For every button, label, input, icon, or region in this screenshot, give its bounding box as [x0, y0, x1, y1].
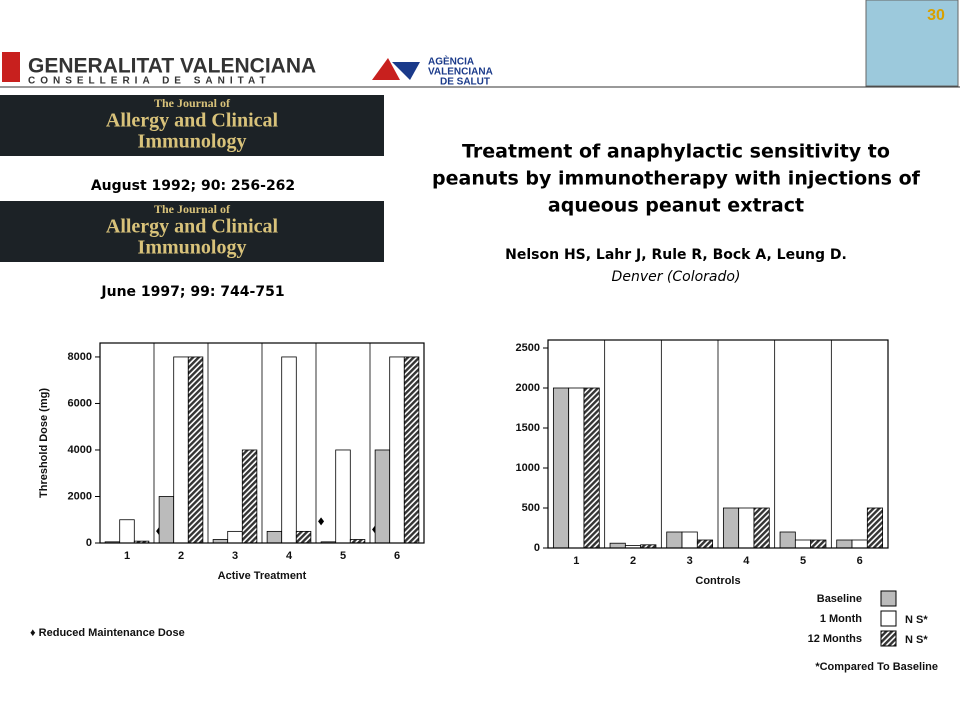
bar	[403, 356, 420, 544]
x-tick-label: 1	[124, 550, 130, 562]
bar	[173, 356, 189, 544]
journal-banner	[0, 95, 384, 156]
plot-frame	[99, 342, 425, 544]
bar	[158, 496, 175, 544]
y-tick-label: 8000	[68, 351, 92, 363]
bar	[609, 542, 626, 549]
legend-label: 1 Month	[820, 613, 862, 625]
logo-text: AGÈNCIA	[428, 55, 474, 68]
y-tick-label: 0	[86, 537, 92, 549]
bar	[794, 539, 812, 549]
article-title: Treatment of anaphylactic sensitivity to	[462, 141, 890, 163]
y-tick-label: 4000	[68, 444, 92, 456]
x-tick-label: 1	[573, 555, 579, 567]
bar	[583, 387, 600, 549]
x-tick-label: 3	[232, 550, 238, 562]
y-axis-label: Threshold Dose (mg)	[38, 388, 50, 498]
bar	[836, 539, 853, 549]
bar	[722, 507, 740, 549]
bar	[866, 507, 884, 549]
y-tick-label: 6000	[68, 397, 92, 409]
y-tick-label: 0	[534, 542, 540, 554]
bar	[568, 387, 585, 549]
bar	[552, 387, 570, 549]
bar	[681, 531, 698, 549]
journal-name: Immunology	[138, 131, 247, 153]
article-title: aqueous peanut extract	[548, 195, 804, 217]
footnote: ♦ Reduced Maintenance Dose	[30, 627, 185, 639]
journal-banner	[0, 201, 384, 262]
journal-name: The Journal of	[154, 96, 231, 110]
plot-frame	[547, 339, 889, 549]
bar	[696, 539, 714, 549]
x-tick-label: 5	[340, 550, 346, 562]
bar	[810, 539, 827, 549]
x-tick-label: 6	[857, 555, 863, 567]
x-axis-label: Active Treatment	[218, 570, 307, 582]
bar	[753, 507, 770, 549]
x-tick-label: 2	[178, 550, 184, 562]
y-tick-label: 500	[522, 502, 540, 514]
y-tick-label: 1000	[516, 462, 540, 474]
x-tick-label: 4	[286, 550, 293, 562]
location: Denver (Colorado)	[612, 269, 741, 285]
logo-mark	[372, 58, 400, 80]
logo-mark	[392, 62, 420, 80]
bar	[241, 449, 258, 544]
article-title: peanuts by immunotherapy with injections…	[432, 168, 921, 190]
y-tick-label: 2500	[516, 342, 540, 354]
footnote: *Compared To Baseline	[815, 661, 938, 673]
bar	[227, 530, 243, 544]
logo-text: GENERALITAT VALENCIANA	[28, 55, 316, 78]
legend-swatch	[880, 630, 897, 647]
bar	[666, 531, 683, 549]
logo-left: GENERALITAT VALENCIANA CONSELLERIA DE SA…	[2, 52, 316, 87]
journal-name: Allergy and Clinical	[106, 216, 279, 238]
bar	[281, 356, 297, 544]
bar	[335, 449, 351, 544]
bar	[374, 449, 391, 544]
bar	[389, 356, 405, 544]
logo-mark	[2, 52, 20, 82]
badge-text: 30	[927, 7, 945, 24]
bar	[779, 531, 796, 549]
legend-note: N S*	[905, 614, 928, 626]
legend-label: Baseline	[817, 593, 862, 605]
citation: June 1997; 99: 744-751	[100, 284, 284, 300]
y-tick-label: 2000	[68, 490, 92, 502]
x-tick-label: 3	[687, 555, 693, 567]
citation: August 1992; 90: 256-262	[91, 178, 295, 194]
logo-center: AGÈNCIA VALENCIANA DE SALUT	[372, 55, 493, 88]
x-tick-label: 5	[800, 555, 806, 567]
bar	[738, 507, 755, 549]
bar	[187, 356, 204, 544]
journal-name: Allergy and Clinical	[106, 110, 279, 132]
legend-swatch	[880, 610, 897, 627]
x-tick-label: 4	[743, 555, 750, 567]
bar	[851, 539, 868, 549]
logo-text: DE SALUT	[440, 77, 490, 88]
bar	[266, 530, 283, 544]
legend-swatch	[880, 590, 897, 607]
x-tick-label: 2	[630, 555, 636, 567]
badge	[865, 0, 959, 87]
y-tick-label: 1500	[516, 422, 540, 434]
authors: Nelson HS, Lahr J, Rule R, Bock A, Leung…	[505, 247, 847, 263]
legend-label: 12 Months	[808, 633, 862, 645]
legend-note: N S*	[905, 634, 928, 646]
logo-text: CONSELLERIA DE SANITAT	[28, 76, 271, 87]
journal-name: The Journal of	[154, 202, 231, 216]
bar	[119, 519, 135, 544]
x-axis-label: Controls	[695, 575, 740, 587]
reduced-dose-marker	[318, 517, 325, 526]
bar	[295, 530, 312, 544]
y-tick-label: 2000	[516, 382, 540, 394]
x-tick-label: 6	[394, 550, 400, 562]
journal-name: Immunology	[138, 237, 247, 259]
logo-text: VALENCIANA	[428, 67, 493, 78]
